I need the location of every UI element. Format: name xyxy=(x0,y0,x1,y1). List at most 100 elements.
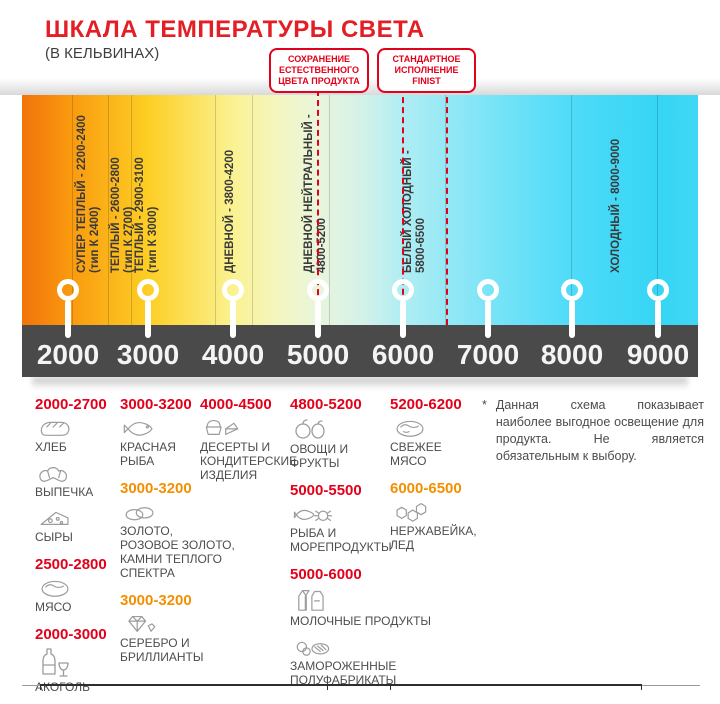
zone-boundary-line xyxy=(72,95,73,325)
list-item: КРАСНАЯ РЫБА xyxy=(120,415,270,468)
temperature-gradient-bar xyxy=(22,95,698,325)
callout-natural-color: СОХРАНЕНИЕ ЕСТЕСТВЕННОГО ЦВЕТА ПРОДУКТА xyxy=(269,48,369,93)
category-column-4: 4800-5200 ОВОЩИ И ФРУКТЫ 5000-5500 РЫБА … xyxy=(290,396,440,693)
footnote-text: Данная схема показывает наиболее выгодно… xyxy=(495,398,704,463)
scale-marker-2000 xyxy=(57,279,79,301)
zone-boundary-line xyxy=(445,95,446,325)
item-label: ЗОЛОТО, РОЗОВОЕ ЗОЛОТО, КАМНИ ТЕПЛОГО СП… xyxy=(120,524,235,580)
item-label: МЯСО xyxy=(35,600,72,614)
cheese-icon xyxy=(35,505,185,529)
page-title: ШКАЛА ТЕМПЕРАТУРЫ СВЕТА xyxy=(45,16,425,43)
callout-finist-standard: СТАНДАРТНОЕ ИСПОЛНЕНИЕ FINIST xyxy=(377,48,476,93)
range-header: 6000-6500 xyxy=(390,480,462,497)
footnote-marker: * xyxy=(482,398,487,412)
fish-icon xyxy=(120,415,270,439)
alcohol-icon xyxy=(35,645,185,679)
zone-boundary-line xyxy=(252,95,253,325)
kelvin-tick: 7000 xyxy=(456,339,520,370)
list-item: СВЕЖЕЕ МЯСО xyxy=(390,415,540,468)
list-item: ЗАМОРОЖЕННЫЕ ПОЛУФАБРИКАТЫ xyxy=(290,634,440,687)
item-label: ОВОЩИ И ФРУКТЫ xyxy=(290,442,349,470)
item-label: ХЛЕБ xyxy=(35,440,67,454)
list-item: ВЫПЕЧКА xyxy=(35,460,185,499)
kelvin-tick: 2000 xyxy=(36,339,100,370)
list-item: МЯСО xyxy=(35,575,185,614)
range-header: 5000-5500 xyxy=(290,482,362,499)
zone-boundary-line xyxy=(215,95,216,325)
bottom-rule-tick xyxy=(327,684,328,690)
dashed-guide-6000k xyxy=(402,87,404,325)
list-item: ЗОЛОТО, РОЗОВОЕ ЗОЛОТО, КАМНИ ТЕПЛОГО СП… xyxy=(120,499,270,580)
diamond-icon xyxy=(120,611,270,635)
seafood-icon xyxy=(290,501,440,525)
bottom-rule-dark xyxy=(40,684,642,686)
rings-icon xyxy=(120,499,270,523)
category-column-1: 2000-2700 ХЛЕБ ВЫПЕЧКА СЫРЫ 2500-2800 МЯ… xyxy=(35,396,185,700)
dashed-guide-5000k xyxy=(317,90,319,325)
bread-icon xyxy=(35,415,185,439)
kelvin-tick: 3000 xyxy=(116,339,180,370)
range-header: 5200-6200 xyxy=(390,396,462,413)
zone-boundary-line xyxy=(657,95,658,325)
dashed-guide-6500k xyxy=(446,87,448,325)
zone-label-super-warm: СУПЕР ТЕПЛЫЙ - 2200-2400 (тип К 2400) xyxy=(76,115,101,273)
scale-marker-9000 xyxy=(647,279,669,301)
list-item: СЕРЕБРО И БРИЛЛИАНТЫ xyxy=(120,611,270,664)
footnote: * Данная схема показывает наиболее выгод… xyxy=(482,397,704,465)
axis-bar-shadow xyxy=(32,377,688,389)
item-label: ЗАМОРОЖЕННЫЕ ПОЛУФАБРИКАТЫ xyxy=(290,659,397,687)
range-header: 3000-3200 xyxy=(120,480,192,497)
frozen-food-icon xyxy=(290,634,440,658)
page-subtitle: (В КЕЛЬВИНАХ) xyxy=(45,45,160,62)
list-item: ДЕСЕРТЫ И КОНДИТЕРСКИЕ ИЗДЕЛИЯ xyxy=(200,415,350,482)
bottom-rule-tick xyxy=(40,684,41,690)
zone-label-cold: ХОЛОДНЫЙ - 8000-9000 xyxy=(610,138,622,273)
dessert-icon xyxy=(200,415,350,439)
kelvin-tick: 4000 xyxy=(201,339,265,370)
fresh-meat-icon xyxy=(390,415,540,439)
list-item: ХЛЕБ xyxy=(35,415,185,454)
item-label: КРАСНАЯ РЫБА xyxy=(120,440,176,468)
item-label: СВЕЖЕЕ МЯСО xyxy=(390,440,442,468)
range-header: 5000-6000 xyxy=(290,566,362,583)
item-label: НЕРЖАВЕЙКА, ЛЕД xyxy=(390,524,477,552)
bottom-rule-tick xyxy=(641,684,642,690)
scale-marker-8000 xyxy=(561,279,583,301)
range-header: 3000-3200 xyxy=(120,592,192,609)
zone-boundary-line xyxy=(108,95,109,325)
item-label: МОЛОЧНЫЕ ПРОДУКТЫ xyxy=(290,614,432,628)
range-header: 2000-2700 xyxy=(35,396,107,413)
pastry-icon xyxy=(35,460,185,484)
list-item: ОВОЩИ И ФРУКТЫ xyxy=(290,415,440,470)
meat-icon xyxy=(35,575,185,599)
kelvin-tick: 8000 xyxy=(540,339,604,370)
item-label: СЫРЫ xyxy=(35,530,73,544)
fruits-icon xyxy=(290,415,440,441)
bottom-rule-tick xyxy=(390,684,391,690)
scale-marker-3000 xyxy=(137,279,159,301)
zone-label-warm-3000: ТЕПЛЫЙ - 2900-3100 (тип К 3000) xyxy=(134,157,159,273)
range-header: 4000-4500 xyxy=(200,396,272,413)
kelvin-tick: 5000 xyxy=(286,339,350,370)
range-header: 2500-2800 xyxy=(35,556,107,573)
item-label: РЫБА И МОРЕПРОДУКТЫ xyxy=(290,526,392,554)
item-label: ВЫПЕЧКА xyxy=(35,485,94,499)
scale-marker-4000 xyxy=(222,279,244,301)
range-header: 2000-3000 xyxy=(35,626,107,643)
category-column-2: 3000-3200 КРАСНАЯ РЫБА 3000-3200 ЗОЛОТО,… xyxy=(120,396,270,670)
kelvin-tick: 6000 xyxy=(371,339,435,370)
zone-boundary-line xyxy=(329,95,330,325)
category-column-3: 4000-4500 ДЕСЕРТЫ И КОНДИТЕРСКИЕ ИЗДЕЛИЯ xyxy=(200,396,350,488)
list-item: НЕРЖАВЕЙКА, ЛЕД xyxy=(390,499,540,552)
scale-marker-7000 xyxy=(477,279,499,301)
ice-cubes-icon xyxy=(390,499,540,523)
milk-icon xyxy=(290,585,440,613)
zone-boundary-line xyxy=(131,95,132,325)
zone-boundary-line xyxy=(571,95,572,325)
range-header: 4800-5200 xyxy=(290,396,362,413)
item-label: ДЕСЕРТЫ И КОНДИТЕРСКИЕ ИЗДЕЛИЯ xyxy=(200,440,298,482)
category-column-5: 5200-6200 СВЕЖЕЕ МЯСО 6000-6500 НЕРЖАВЕЙ… xyxy=(390,396,540,558)
list-item: АКОГОЛЬ xyxy=(35,645,185,694)
zone-label-white-cold: БЕЛЫЙ ХОЛОДНЫЙ - 5800-6500 xyxy=(402,150,427,273)
